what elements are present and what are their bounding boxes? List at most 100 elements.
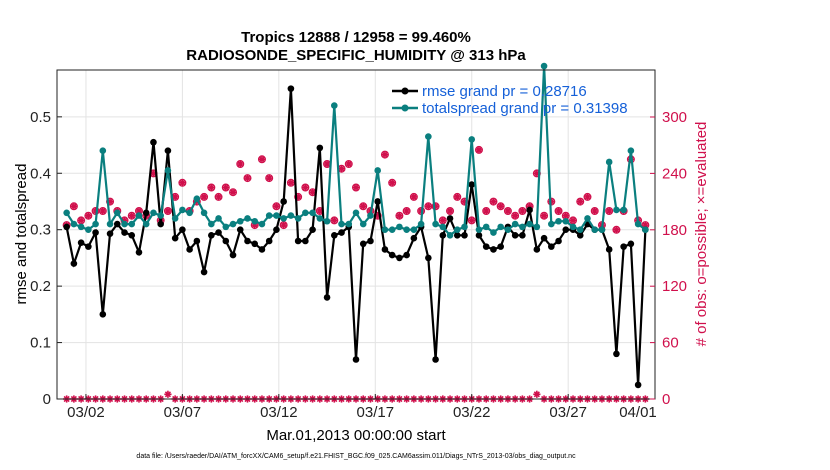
legend-spread-marker <box>401 104 409 112</box>
y-left-tick-label: 0.5 <box>30 109 51 126</box>
rmse-point <box>186 246 193 253</box>
spread-point <box>613 206 620 214</box>
x-tick-label: 03/07 <box>164 404 202 421</box>
spread-point <box>128 220 136 228</box>
obs-evaluated-point <box>504 207 512 215</box>
y-right-tick-label: 120 <box>662 278 687 295</box>
rmse-point <box>388 251 396 259</box>
spread-point <box>236 217 244 225</box>
rmse-point <box>330 232 338 239</box>
spread-point <box>244 215 251 222</box>
rmse-point <box>439 232 447 239</box>
spread-point <box>540 62 548 70</box>
spread-point <box>598 226 606 234</box>
rmse-point <box>99 311 107 318</box>
obs-evaluated-point <box>330 216 338 224</box>
rmse-point <box>265 237 273 245</box>
spread-point <box>381 226 389 234</box>
obs-evaluated-point <box>280 221 288 229</box>
spread-point <box>200 209 208 217</box>
obs-evaluated-point <box>359 202 367 210</box>
rmse-point <box>302 237 309 245</box>
spread-point <box>92 220 99 228</box>
rmse-point <box>396 254 403 262</box>
spread-point <box>511 220 519 228</box>
rmse-point <box>280 198 287 205</box>
rmse-point <box>555 237 562 245</box>
spread-point <box>77 223 85 231</box>
spread-point <box>548 220 555 228</box>
obs-evaluated-point <box>569 216 577 224</box>
rmse-point <box>63 223 70 231</box>
spread-point <box>504 226 512 234</box>
obs-evaluated-point <box>178 179 186 187</box>
rmse-point <box>605 246 613 253</box>
obs-evaluated-point <box>164 207 172 215</box>
obs-evaluated-point <box>99 207 107 215</box>
rmse-point <box>193 237 201 245</box>
spread-point <box>468 136 476 143</box>
rmse-point <box>359 240 367 248</box>
spread-point <box>417 220 425 228</box>
rmse-point <box>540 234 548 242</box>
spread-point <box>533 223 541 231</box>
obs-evaluated-point <box>381 151 389 159</box>
spread-point <box>396 223 403 231</box>
rmse-point <box>92 229 99 236</box>
y-right-tick-label: 60 <box>662 335 679 352</box>
rmse-point <box>627 240 635 248</box>
chart-title-line-2: RADIOSONDE_SPECIFIC_HUMIDITY @ 313 hPa <box>186 47 526 64</box>
x-tick-label: 04/01 <box>619 404 657 421</box>
rmse-point <box>453 232 461 239</box>
rmse-point <box>490 246 497 253</box>
y-axis-left-label: rmse and totalspread <box>13 164 30 305</box>
rmse-point <box>179 226 186 234</box>
spread-point <box>555 217 562 225</box>
y-left-tick-label: 0.4 <box>30 165 51 182</box>
rmse-point <box>461 232 468 239</box>
obs-evaluated-point <box>554 207 563 215</box>
rmse-point <box>410 234 418 242</box>
rmse-point <box>576 232 584 239</box>
obs-evaluated-point <box>352 183 360 192</box>
rmse-point <box>85 243 92 250</box>
spread-point <box>302 209 309 217</box>
chart-title-line-1: Tropics 12888 / 12958 = 99.460% <box>241 29 471 46</box>
y-left-tick-label: 0 <box>43 391 51 408</box>
rmse-point <box>432 356 439 363</box>
obs-evaluated-point <box>222 183 230 192</box>
grid <box>57 70 655 399</box>
rmse-point <box>294 237 302 245</box>
rmse-point <box>229 251 237 259</box>
obs-evaluated-point <box>128 212 136 220</box>
obs-evaluated-point <box>258 155 266 163</box>
obs-evaluated-point <box>236 160 244 168</box>
rmse-point <box>468 181 476 188</box>
rmse-point <box>374 198 382 205</box>
rmse-point <box>352 356 360 363</box>
spread-point <box>142 220 150 228</box>
rmse-line <box>65 88 647 385</box>
rmse-point <box>425 254 432 262</box>
obs-evaluated-point <box>468 216 476 224</box>
rmse-point <box>562 226 570 234</box>
spread-point <box>490 229 497 236</box>
spread-point <box>222 223 230 231</box>
rmse-point <box>142 209 150 217</box>
spread-point <box>251 217 259 225</box>
rmse-point <box>338 229 345 236</box>
rmse-point <box>244 237 251 245</box>
y-right-tick-label: 180 <box>662 222 687 239</box>
spread-point <box>186 209 193 217</box>
y-right-tick-label: 0 <box>662 391 670 408</box>
rmse-point <box>70 260 78 267</box>
obs-evaluated-point <box>424 202 432 210</box>
rmse-point <box>620 243 627 250</box>
spread-point <box>179 206 186 214</box>
obs-evaluated-point <box>583 193 592 201</box>
spread-point <box>150 209 157 217</box>
obs-evaluated-point <box>612 226 621 234</box>
obs-bottom-point <box>533 390 541 398</box>
spread-point <box>453 226 461 234</box>
